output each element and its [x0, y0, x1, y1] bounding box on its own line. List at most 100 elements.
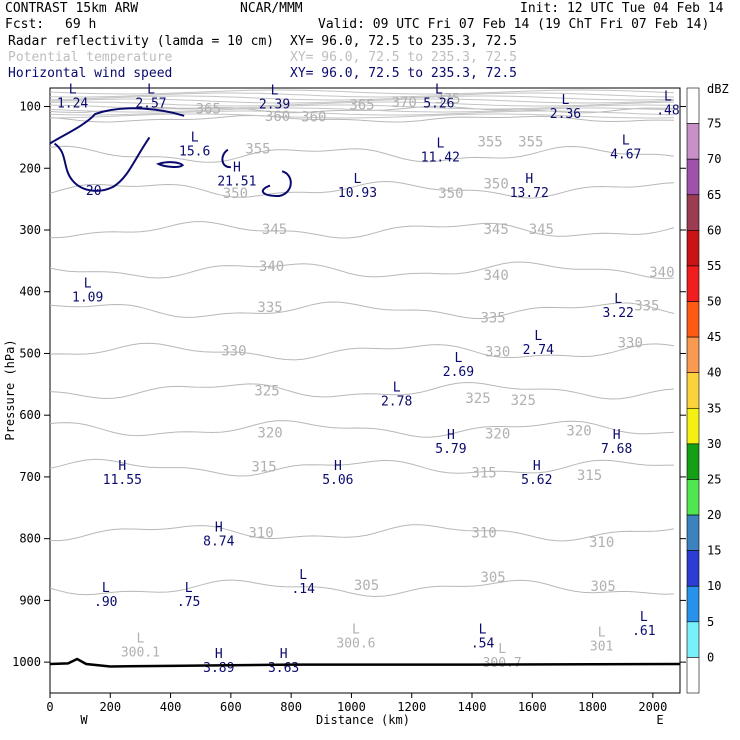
colorbar-swatch	[686, 194, 700, 231]
y-tick-label: 200	[19, 161, 41, 175]
theta-isentrope	[49, 420, 675, 438]
theta-contour-label: 325	[511, 393, 536, 409]
wind-extremum-marker: H	[613, 428, 621, 443]
theta-contour-label: 355	[518, 135, 543, 151]
valid-time: Valid: 09 UTC Fri 07 Feb 14 (19 ChT Fri …	[318, 17, 709, 32]
wind-extremum-marker: L	[622, 134, 630, 149]
colorbar-label: 55	[707, 259, 721, 273]
colorbar-label: 40	[707, 366, 721, 380]
theta-contour-label: 330	[221, 343, 246, 359]
x-axis-west-label: W	[80, 713, 88, 727]
theta-isentrope-upper	[49, 95, 675, 101]
theta-contour-label: 325	[254, 384, 279, 400]
colorbar-swatch	[686, 621, 700, 658]
theta-isentrope	[50, 221, 675, 239]
wind-extremum-value: 11.55	[103, 473, 142, 488]
wind-extremum-marker: L	[534, 329, 542, 344]
theta-contour-label: 360	[301, 109, 326, 125]
y-tick-label: 700	[19, 470, 41, 484]
wind-extremum-value: 4.67	[610, 148, 641, 163]
colorbar-swatch	[686, 479, 700, 516]
fcst-label: Fcst:	[5, 17, 44, 32]
theta-contour-label: 355	[245, 142, 270, 158]
theta-extremum-value: 301	[590, 640, 613, 655]
theta-isentrope	[49, 261, 675, 280]
fcst-value: 69 h	[65, 17, 96, 32]
theta-contour-label: 335	[480, 311, 505, 327]
colorbar-label: 65	[707, 188, 721, 202]
theta-isentrope	[49, 301, 675, 319]
colorbar-label: 45	[707, 330, 721, 344]
colorbar-swatch	[686, 657, 700, 694]
theta-extremum-marker: L	[352, 622, 360, 637]
colorbar-label: 50	[707, 295, 721, 309]
model-title: CONTRAST 15km ARW	[5, 1, 138, 16]
wind-extremum-value: 5.62	[521, 473, 552, 488]
colorbar-swatch	[686, 372, 700, 409]
theta-contour-label: 365	[349, 98, 374, 114]
theta-contour-label: 350	[438, 186, 463, 202]
wind-extremum-marker: L	[640, 610, 648, 625]
wind-extremum-marker: L	[562, 93, 570, 108]
theta-contour-label: 305	[480, 570, 505, 586]
wind-extremum-value: 15.6	[179, 144, 210, 159]
theta-isentrope-upper	[49, 107, 675, 113]
theta-extremum-marker: L	[137, 632, 145, 647]
theta-extremum-value: 300.1	[121, 646, 160, 661]
colorbar-swatch	[686, 265, 700, 302]
x-tick-label: 2000	[638, 700, 667, 714]
x-axis: 0 200 400 600 800 1000 1200 1400 1600 1800 2000	[46, 693, 667, 714]
theta-isentrope-upper	[49, 98, 675, 104]
colorbar-label: 0	[707, 650, 714, 664]
wind-extremum-marker: L	[435, 82, 443, 97]
colorbar-label: 25	[707, 472, 721, 486]
wind-extremum-value: 11.42	[421, 151, 460, 166]
x-tick-label: 1400	[458, 700, 487, 714]
wind-extremum-value: 2.36	[550, 107, 581, 122]
theta-contour-label: 345	[529, 222, 554, 238]
plot-frame	[49, 87, 681, 694]
x-tick-label: 0	[46, 700, 53, 714]
wind-contour-label: 20	[86, 184, 102, 199]
x-axis-title: Distance (km)	[316, 713, 410, 727]
wind-extremum-value: 1.09	[72, 291, 103, 306]
wind-extremum-value: 13.72	[510, 186, 549, 201]
x-axis-east-label: E	[656, 713, 663, 727]
wind-extremum-value: 1.24	[57, 96, 88, 111]
x-tick-label: 200	[99, 700, 121, 714]
wind-extremum-value: .48	[656, 104, 679, 119]
wind-extremum-marker: L	[299, 568, 307, 583]
theta-isentrope-upper	[49, 89, 675, 95]
wind-extremum-marker: H	[233, 161, 241, 176]
x-tick-label: 400	[160, 700, 182, 714]
theta-contour-label: 310	[248, 525, 273, 541]
wind-extremum-marker: H	[280, 647, 288, 662]
theta-contour-label: 355	[477, 135, 502, 151]
wind-extremum-value: 2.78	[381, 394, 412, 409]
wind-extremum-marker: H	[118, 459, 126, 474]
wind-extremum-marker: L	[479, 622, 487, 637]
theta-isentrope	[49, 342, 675, 361]
colorbar-label: 35	[707, 401, 721, 415]
colorbar-label: 60	[707, 223, 721, 237]
theta-contour-label: 315	[471, 466, 496, 482]
theta-contour-label: 305	[354, 578, 379, 594]
theta-contour-label: 310	[471, 525, 496, 541]
theta-contour-label: 340	[483, 268, 508, 284]
wind-extremum-value: 2.74	[523, 343, 554, 358]
theta-contour-label: 320	[566, 424, 591, 440]
wind-extremum-marker: L	[102, 581, 110, 596]
field-xy-wind: XY= 96.0, 72.5 to 235.3, 72.5	[290, 66, 517, 81]
wind-extremum-marker: L	[69, 82, 77, 97]
theta-contour-label: 330	[485, 345, 510, 361]
theta-contour-label: 320	[485, 427, 510, 443]
theta-contour-label: 335	[634, 298, 659, 314]
wind-extremum-marker: L	[354, 172, 362, 187]
wind-extremum-value: 21.51	[217, 175, 256, 190]
theta-extremum-value: 300.6	[336, 636, 375, 651]
y-tick-label: 100	[19, 100, 41, 114]
colorbar-swatch	[686, 443, 700, 480]
theta-isentrope	[49, 180, 675, 199]
